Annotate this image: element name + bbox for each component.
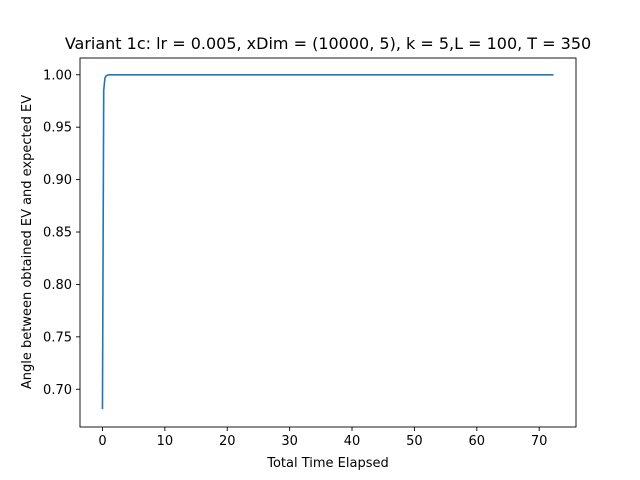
- y-tick-label: 0.95: [43, 121, 72, 136]
- y-tick-label: 0.80: [43, 278, 72, 293]
- x-tick-label: 70: [531, 434, 548, 449]
- plot-area: [79, 57, 577, 428]
- x-tick-label: 60: [469, 434, 486, 449]
- x-tick-label: 0: [98, 434, 106, 449]
- y-tick-label: 0.85: [43, 226, 72, 241]
- x-tick-label: 10: [157, 434, 174, 449]
- y-tick-label: 0.70: [43, 383, 72, 398]
- y-tick-label: 0.90: [43, 173, 72, 188]
- x-tick-label: 20: [219, 434, 236, 449]
- x-tick-label: 30: [281, 434, 298, 449]
- x-tick-label: 50: [406, 434, 423, 449]
- plot-frame: [79, 57, 577, 428]
- x-axis-ticks: 0 10 20 30 40 50 60 70: [98, 427, 547, 449]
- y-axis-ticks: 0.70 0.75 0.80 0.85 0.90 0.95 1.00: [43, 68, 80, 398]
- x-axis-label: Total Time Elapsed: [266, 456, 389, 471]
- y-tick-label: 1.00: [43, 68, 72, 83]
- series-line-0: [101, 73, 554, 410]
- y-tick-label: 0.75: [43, 330, 72, 345]
- chart-title: Variant 1c: lr = 0.005, xDim = (10000, 5…: [65, 34, 591, 53]
- y-axis-label: Angle between obtained EV and expected E…: [20, 95, 35, 389]
- x-tick-label: 40: [344, 434, 361, 449]
